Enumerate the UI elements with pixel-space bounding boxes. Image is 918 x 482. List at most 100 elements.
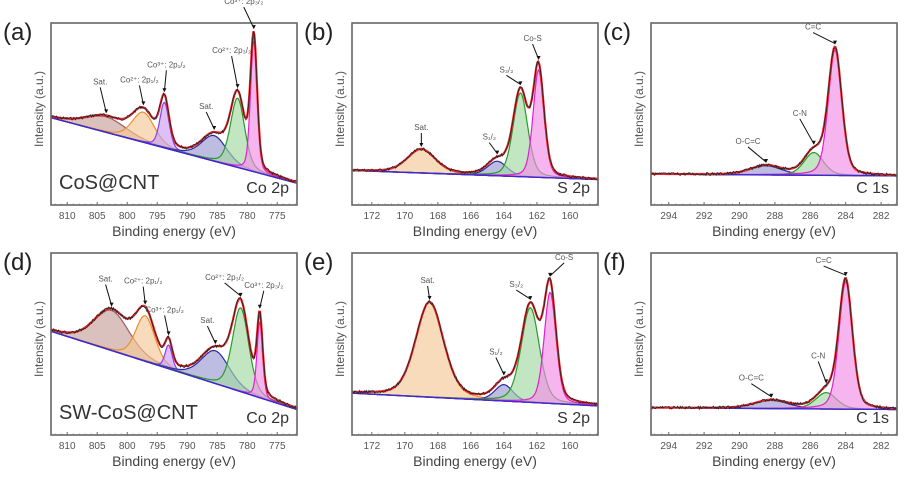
x-tick-label: 805 xyxy=(89,441,106,452)
region-label: C 1s xyxy=(856,180,889,197)
annotation-arrow xyxy=(138,85,144,105)
annotation-arrow xyxy=(231,56,239,88)
panel-b: 172 170 168 166 164 162 160 BInding energy (eV)… xyxy=(304,19,599,239)
arrow-head-icon xyxy=(109,302,114,307)
y-axis-label: Intensity (a.u.) xyxy=(32,301,46,377)
annotation-arrow xyxy=(224,282,241,297)
x-tick-label: 800 xyxy=(119,211,136,222)
y-axis-label: Intensity (a.u.) xyxy=(333,71,347,147)
x-tick-label: 166 xyxy=(463,211,480,222)
peak-annotation: Sat. xyxy=(414,123,428,132)
region-label: S 2p xyxy=(557,410,590,427)
x-tick-label: 795 xyxy=(149,211,166,222)
x-tick-label: 286 xyxy=(802,441,819,452)
arrow-head-icon xyxy=(548,272,553,277)
x-tick-label: 294 xyxy=(660,441,677,452)
x-tick-label: 282 xyxy=(873,211,890,222)
annotation-arrow xyxy=(799,118,815,145)
annotation-arrow xyxy=(516,289,531,300)
x-tick-label: 805 xyxy=(89,211,106,222)
peak-annotation: O-C=C xyxy=(739,374,764,383)
x-tick-label: 292 xyxy=(696,441,713,452)
peak-component-4 xyxy=(352,68,598,181)
raw-spectrum xyxy=(51,296,297,410)
plot-area xyxy=(651,276,897,411)
x-tick-label: 795 xyxy=(149,441,166,452)
arrow-head-icon xyxy=(162,88,167,93)
x-tick-label: 288 xyxy=(767,211,784,222)
panel-d: 810 805 800 795 790 785 780 775 Binding energy (… xyxy=(3,249,298,469)
fit-envelope xyxy=(352,59,598,180)
peak-annotation: S₃/₂ xyxy=(499,65,513,74)
peak-annotation: Co-S xyxy=(523,34,541,43)
peak-component-3 xyxy=(352,92,598,181)
annotation-arrow xyxy=(812,32,836,45)
x-tick-label: 284 xyxy=(837,211,854,222)
peak-annotation: S₁/₂ xyxy=(489,348,502,357)
arrow-head-icon xyxy=(427,295,432,300)
x-tick-label: 292 xyxy=(696,211,713,222)
y-axis-label: Intensity (a.u.) xyxy=(632,301,646,377)
peak-annotation: Co²⁺: 2p₃/₂ xyxy=(205,273,244,282)
x-tick-label: 160 xyxy=(562,211,579,222)
panel-e: 172 170 168 166 164 162 160 Binding energy (eV)… xyxy=(304,249,599,469)
raw-spectrum xyxy=(352,277,598,407)
peak-annotation: C-N xyxy=(793,109,807,118)
panel-letter: (d) xyxy=(3,249,32,276)
panel-letter: (a) xyxy=(3,19,32,46)
panel-f: 294 292 290 288 286 284 282 Binding energy (eV)… xyxy=(603,249,898,469)
x-tick-label: 800 xyxy=(119,441,136,452)
x-tick-label: 785 xyxy=(209,441,226,452)
x-tick-label: 294 xyxy=(660,211,677,222)
region-label: Co 2p xyxy=(246,410,289,427)
raw-spectrum xyxy=(352,60,598,181)
x-tick-label: 284 xyxy=(837,441,854,452)
x-tick-label: 775 xyxy=(269,441,286,452)
peak-annotation: Co³⁺: 2p₃/₂ xyxy=(224,0,263,6)
annotation-arrow xyxy=(747,146,767,163)
panel-a: 810 805 800 795 790 785 780 775 Binding energy (… xyxy=(3,0,298,239)
x-tick-label: 780 xyxy=(239,211,256,222)
plot-frame xyxy=(351,22,599,206)
annotation-arrow xyxy=(164,315,170,335)
raw-spectrum xyxy=(651,276,897,411)
panel-letter: (f) xyxy=(603,249,626,276)
raw-spectrum xyxy=(651,47,897,178)
arrow-head-icon xyxy=(764,158,769,163)
peak-annotation: C=C xyxy=(816,256,832,265)
region-label: S 2p xyxy=(557,180,590,197)
x-tick-label: 290 xyxy=(731,441,748,452)
arrow-head-icon xyxy=(769,393,774,398)
y-axis-label: Intensity (a.u.) xyxy=(32,71,46,147)
y-axis-label: Intensity (a.u.) xyxy=(333,301,347,377)
x-tick-label: 168 xyxy=(430,211,447,222)
arrow-head-icon xyxy=(235,84,240,89)
peak-annotation: Co³⁺: 2p₁/₂ xyxy=(147,60,185,69)
panel-letter: (b) xyxy=(304,19,333,46)
peak-annotation: C-N xyxy=(811,351,825,360)
annotation-arrow xyxy=(817,361,827,383)
region-label: Co 2p xyxy=(246,180,289,197)
peak-component-3 xyxy=(651,49,897,177)
x-tick-label: 288 xyxy=(767,441,784,452)
arrow-head-icon xyxy=(495,150,500,155)
peak-annotation: Sat. xyxy=(199,102,213,111)
arrow-head-icon xyxy=(251,25,256,30)
peak-annotation: O-C=C xyxy=(735,137,760,146)
x-axis-label: Binding energy (eV) xyxy=(112,453,236,469)
region-label: C 1s xyxy=(856,410,889,427)
arrow-head-icon xyxy=(143,300,148,305)
x-tick-label: 282 xyxy=(873,441,890,452)
arrow-head-icon xyxy=(257,304,262,309)
background-line xyxy=(51,116,297,184)
peak-annotation: Co³⁺: 2p₁/₂ xyxy=(145,305,183,314)
peak-annotation: C=C xyxy=(805,23,821,32)
x-tick-label: 164 xyxy=(496,441,513,452)
x-tick-label: 170 xyxy=(396,211,413,222)
x-tick-label: 785 xyxy=(209,211,226,222)
peak-annotation: Sat. xyxy=(93,77,107,86)
x-tick-label: 166 xyxy=(463,441,480,452)
plot-area xyxy=(352,59,598,181)
peak-annotation: Co²⁺: 2p₁/₂ xyxy=(120,75,158,84)
peak-annotation: Co²⁺: 2p₁/₂ xyxy=(124,277,162,286)
